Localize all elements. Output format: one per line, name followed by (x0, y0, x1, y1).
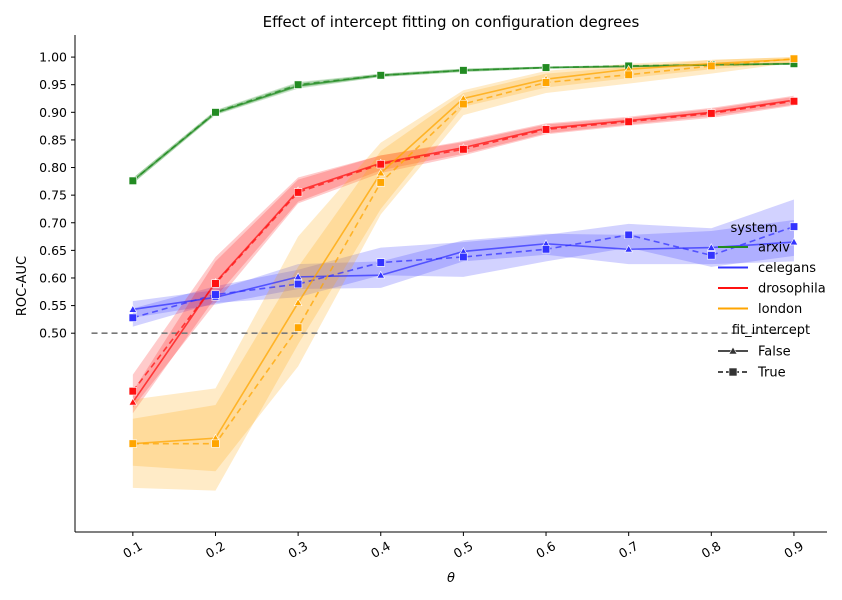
legend-item-celegans: celegans (758, 261, 816, 276)
x-axis-label: θ (447, 571, 455, 586)
y-tick-label: 0.80 (39, 160, 67, 175)
data-point (294, 279, 303, 289)
legend-item-fit-false: False (758, 345, 791, 360)
data-point (789, 237, 799, 246)
y-tick-label: 0.95 (39, 77, 67, 92)
ci-band-london-true (132, 57, 794, 472)
data-point (459, 252, 468, 262)
data-point (541, 78, 551, 87)
data-point (128, 305, 138, 313)
ci-band-arxiv-true (132, 62, 794, 184)
data-point (624, 117, 633, 126)
data-point (541, 63, 551, 72)
y-tick-label: 0.55 (39, 298, 67, 313)
plot-area (91, 54, 799, 491)
y-axis-label: ROC-AUC (15, 256, 30, 316)
series-celegans-true (128, 222, 799, 322)
data-point (294, 188, 303, 197)
data-point (541, 245, 551, 254)
y-ticks: 0.50 0.55 0.60 0.65 0.70 0.75 0.80 0.85 0.90 0.95… (39, 50, 75, 341)
data-point (211, 108, 220, 117)
series-arxiv-true (128, 59, 799, 185)
ci-band-arxiv-false (132, 62, 794, 184)
data-point (293, 272, 303, 281)
data-point (376, 71, 385, 80)
data-point (706, 243, 716, 251)
ci-bands (132, 57, 794, 491)
x-tick-label: 0.5 (451, 538, 476, 561)
data-point (376, 258, 385, 267)
data-point (128, 439, 137, 448)
x-tick-label: 0.7 (616, 538, 641, 561)
data-point (376, 168, 386, 177)
y-tick-label: 0.90 (39, 105, 67, 120)
legend-marker-true (728, 367, 738, 377)
x-ticks: 0.1 0.2 0.3 0.4 0.5 0.6 0.7 0.8 0.9 (120, 532, 806, 561)
x-tick-label: 0.2 (203, 538, 228, 561)
y-tick-label: 1.00 (39, 50, 67, 65)
y-tick-label: 0.75 (39, 188, 67, 203)
series-line (132, 62, 794, 182)
data-point (707, 61, 716, 71)
legend-item-drosophila: drosophila (758, 282, 826, 297)
legend-system-title: system (731, 221, 778, 236)
ci-band-london-false (132, 57, 794, 491)
series-line (132, 62, 794, 182)
y-tick-label: 0.50 (39, 326, 67, 341)
data-point (707, 251, 716, 260)
legend-item-fit-true: True (757, 366, 786, 381)
series-line (132, 57, 795, 445)
x-tick-label: 0.6 (533, 538, 558, 561)
data-point (624, 230, 633, 240)
legend-marker-false (728, 346, 738, 355)
legend-fit-title: fit_intercept (732, 323, 810, 338)
data-point (707, 109, 716, 118)
data-point (211, 290, 220, 299)
data-point (293, 298, 303, 306)
x-tick-label: 0.1 (120, 538, 145, 561)
data-point (294, 80, 303, 89)
x-tick-label: 0.4 (368, 538, 393, 561)
legend: system arxiv celegans drosophila london fit_i… (718, 221, 826, 381)
chart-title: Effect of intercept fitting on configura… (263, 13, 640, 31)
y-tick-label: 0.70 (39, 215, 67, 230)
data-point (624, 244, 633, 253)
series-london-true (128, 54, 799, 448)
data-point (294, 323, 303, 332)
series-drosophila-true (128, 97, 799, 396)
x-tick-label: 0.3 (286, 538, 311, 561)
data-point (211, 439, 220, 448)
data-point (789, 54, 799, 63)
data-point (211, 279, 220, 288)
data-point (624, 70, 633, 79)
data-point (128, 387, 137, 396)
data-point (789, 222, 799, 231)
data-point (789, 97, 799, 106)
y-tick-label: 0.60 (39, 270, 67, 285)
legend-item-arxiv: arxiv (758, 241, 790, 256)
series-arxiv-false (128, 59, 799, 184)
data-point (128, 313, 137, 322)
series-london-false (128, 54, 799, 447)
series-line (132, 225, 795, 319)
data-point (541, 125, 551, 134)
x-tick-label: 0.8 (699, 538, 724, 561)
x-tick-label: 0.9 (781, 538, 806, 561)
data-point (128, 176, 137, 185)
data-point (376, 270, 386, 279)
data-point (376, 178, 385, 187)
y-tick-label: 0.85 (39, 132, 67, 147)
data-point (459, 99, 468, 109)
ci-band-celegans-false (132, 219, 794, 318)
data-point (128, 397, 138, 406)
data-point (459, 145, 468, 154)
data-point (459, 66, 468, 75)
legend-item-london: london (758, 302, 802, 317)
y-tick-label: 0.65 (39, 243, 67, 258)
data-point (376, 160, 385, 169)
